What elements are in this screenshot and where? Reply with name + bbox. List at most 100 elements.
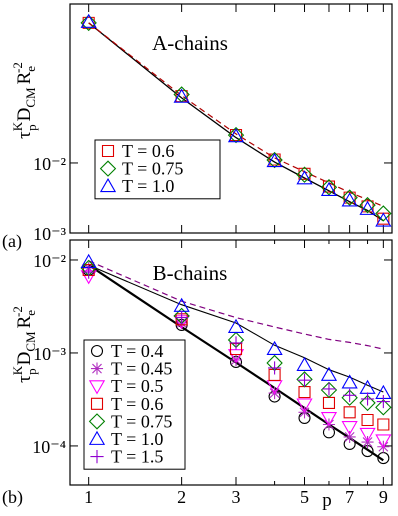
y-label-part: D (14, 108, 35, 122)
y-label-part: K (10, 365, 25, 375)
legend-marker (88, 380, 106, 395)
marker (229, 336, 243, 350)
legend-label: T = 1.0 (122, 176, 174, 196)
y-label-part: τ (14, 375, 35, 383)
y-label-part: -2 (10, 62, 25, 73)
y-axis-label: τKpDCM Re-2 (10, 62, 39, 139)
marker (361, 436, 374, 449)
marker (359, 394, 376, 412)
marker (266, 151, 283, 169)
x-tick-label: 7 (345, 487, 354, 507)
legend-label: T = 0.45 (111, 359, 172, 379)
marker (375, 434, 392, 449)
marker (268, 368, 281, 381)
y-tick-label: 10⁻² (33, 154, 66, 174)
marker (173, 88, 190, 103)
legend: T = 0.4T = 0.45T = 0.5T = 0.6T = 0.75T =… (83, 339, 186, 470)
markers (80, 13, 392, 227)
y-label-part: p (24, 368, 39, 375)
marker (375, 212, 392, 227)
legend-box (83, 339, 186, 470)
marker (320, 412, 338, 427)
marker (227, 128, 245, 143)
x-tick-label: 3 (232, 487, 241, 507)
plot-frame (69, 239, 393, 486)
panel-title: A-chains (152, 31, 228, 55)
marker (377, 418, 390, 431)
legend-label: T = 0.75 (122, 159, 183, 179)
x-tick-label: 9 (379, 487, 388, 507)
x-tick-label: 1 (84, 487, 93, 507)
marker (375, 205, 392, 222)
marker (341, 421, 358, 436)
marker (376, 394, 390, 409)
legend-marker (88, 413, 106, 430)
marker (341, 192, 358, 207)
y-label-part: CM (23, 87, 38, 108)
legend-label: T = 1.0 (111, 429, 163, 449)
marker (268, 390, 281, 403)
marker (175, 313, 188, 326)
legend-marker (90, 450, 104, 464)
legend-label: T = 0.75 (111, 411, 172, 431)
marker (320, 381, 338, 399)
marker (359, 427, 376, 443)
legend-label: T = 0.5 (111, 376, 163, 396)
legend-marker (90, 345, 104, 357)
marker (322, 396, 336, 409)
y-label-part: D (14, 352, 35, 366)
panel-label: (b) (2, 487, 23, 508)
legend-box (94, 139, 221, 200)
y-label-part: R (14, 71, 35, 84)
legend: T = 0.6T = 0.75T = 1.0 (94, 139, 221, 200)
marker (375, 399, 392, 416)
marker (296, 398, 313, 413)
x-axis-label: p (322, 490, 332, 511)
marker (297, 373, 312, 387)
marker (341, 374, 358, 389)
x-tick-label: 5 (300, 487, 309, 507)
marker (80, 14, 97, 32)
marker (343, 406, 356, 419)
marker (359, 200, 376, 215)
y-label-part: R (14, 315, 35, 328)
marker (320, 181, 338, 196)
marker (322, 382, 336, 396)
marker (359, 196, 376, 214)
y-label-part: -2 (10, 306, 25, 317)
legend-marker (90, 362, 104, 375)
legend-marker (90, 397, 104, 410)
fit-line (88, 260, 384, 350)
legend-marker (99, 160, 117, 177)
marker (229, 353, 243, 367)
y-axis-label: τKpDCM Re-2 (10, 306, 39, 383)
panel: 1 2 3 5 7 9p10⁻²10⁻³10⁻⁴τKpDCMRe-2B-chains(b)… (2, 239, 393, 511)
marker (227, 126, 245, 144)
legend-label: T = 0.6 (122, 141, 174, 161)
marker (80, 13, 97, 28)
y-label-part: e (23, 66, 38, 72)
marker (298, 167, 311, 180)
plot-frame (69, 3, 393, 234)
panel-label: (a) (2, 231, 22, 252)
legend-label: T = 0.4 (111, 341, 163, 361)
y-label-part: e (23, 310, 38, 316)
marker (227, 349, 245, 364)
marker (341, 189, 358, 206)
y-label-part: p (24, 124, 39, 131)
marker (296, 166, 313, 183)
marker (298, 411, 311, 424)
marker (343, 430, 356, 443)
y-label-part: τ (14, 131, 35, 139)
marker (266, 152, 283, 168)
y-tick-label: 10⁻² (33, 251, 66, 271)
marker (227, 318, 245, 333)
marker (296, 371, 313, 388)
legend-marker (99, 177, 117, 193)
marker (377, 452, 390, 465)
marker (267, 361, 282, 375)
marker (82, 265, 96, 279)
y-tick-label: 10⁻³ (33, 224, 67, 244)
